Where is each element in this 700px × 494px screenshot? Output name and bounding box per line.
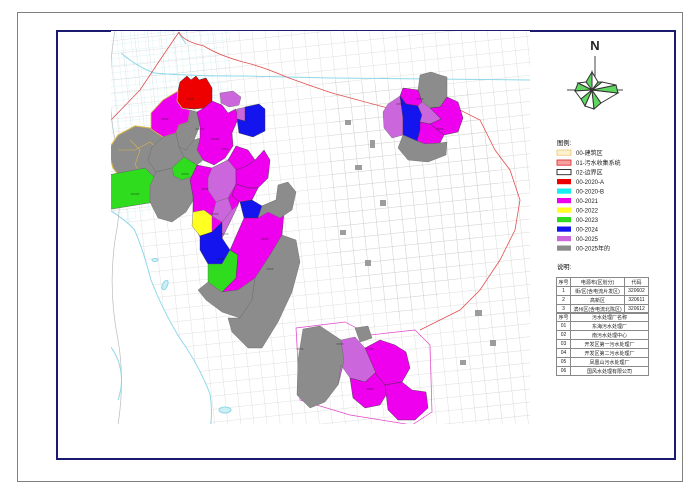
svg-text:00-2020-B: 00-2020-B [576, 190, 604, 196]
svg-text:00-2025: 00-2025 [576, 237, 599, 243]
svg-text:XXXX: XXXX [187, 97, 194, 101]
svg-text:XXXX: XXXX [222, 147, 229, 151]
svg-text:XXXX: XXXX [367, 387, 374, 391]
svg-text:00-2022: 00-2022 [576, 209, 599, 215]
svg-text:02-边界区: 02-边界区 [576, 169, 603, 177]
svg-text:XXXXX: XXXXX [131, 192, 140, 196]
svg-text:XXXX: XXXX [267, 267, 274, 271]
svg-text:00-2024: 00-2024 [576, 228, 599, 234]
svg-text:XXXX: XXXX [337, 342, 344, 346]
svg-text:XXXX: XXXX [222, 232, 229, 236]
svg-text:XXXX: XXXX [262, 237, 269, 241]
svg-text:00-2020-A: 00-2020-A [576, 180, 604, 186]
svg-text:00-2025年的: 00-2025年的 [576, 245, 610, 253]
svg-text:XXXXX: XXXXX [196, 127, 205, 131]
svg-text:图例:: 图例: [557, 138, 572, 147]
svg-text:00-建筑区: 00-建筑区 [576, 149, 603, 157]
svg-text:XXXX: XXXX [417, 97, 424, 101]
svg-text:XXXX: XXXX [297, 347, 304, 351]
svg-text:XXXX: XXXX [202, 187, 209, 191]
svg-text:01-污水收集系统: 01-污水收集系统 [576, 159, 621, 167]
svg-text:XXXX: XXXX [367, 347, 374, 351]
svg-text:XXXX: XXXX [162, 117, 169, 121]
svg-text:说明:: 说明: [557, 262, 572, 271]
svg-text:XXXX: XXXX [182, 172, 189, 176]
svg-text:XXXX: XXXX [397, 102, 404, 106]
svg-text:XXXX: XXXX [217, 257, 224, 261]
svg-text:00-2021: 00-2021 [576, 199, 599, 205]
svg-text:XXXX: XXXX [437, 127, 444, 131]
svg-text:00-2023: 00-2023 [576, 218, 599, 224]
svg-text:XXXX: XXXX [212, 212, 219, 216]
svg-text:XXXXX: XXXXX [211, 137, 220, 141]
